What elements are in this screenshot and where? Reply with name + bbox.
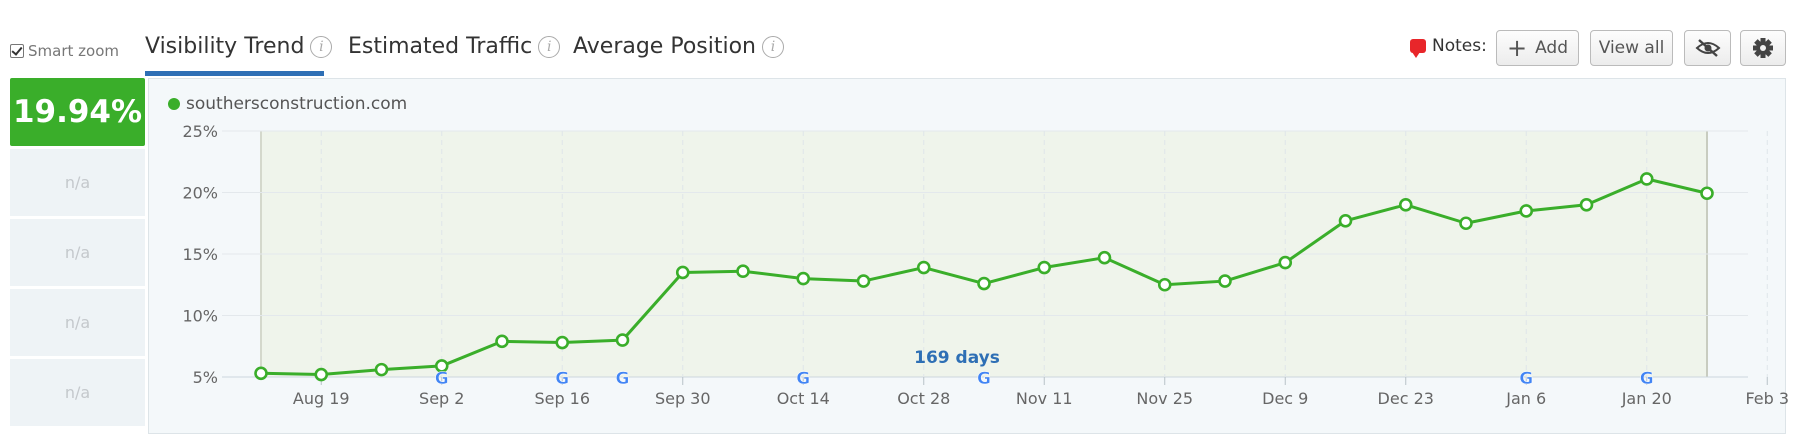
eye-slash-icon (1695, 39, 1720, 57)
tab-estimated-traffic[interactable]: Estimated Traffic i (348, 34, 561, 74)
google-update-marker: G (555, 369, 569, 389)
data-point (1398, 198, 1413, 212)
data-point (1097, 250, 1112, 265)
y-tick-label: 20% (182, 184, 218, 203)
stat-column: 19.94% n/a n/a n/a n/a (10, 78, 145, 426)
view-all-notes-button[interactable]: View all (1590, 30, 1673, 66)
data-point (856, 274, 871, 288)
notes-section: Notes: (1410, 36, 1487, 58)
plus-icon: + (1506, 34, 1528, 62)
google-update-marker: G (796, 369, 810, 389)
stat-na: n/a (10, 149, 145, 216)
tab-visibility-trend[interactable]: Visibility Trend i (145, 34, 333, 74)
info-icon[interactable]: i (538, 36, 561, 58)
x-tick-label: Jan 6 (1505, 389, 1546, 408)
data-point (1579, 198, 1594, 212)
smart-zoom-label: Smart zoom (28, 42, 119, 60)
data-point (374, 362, 389, 377)
x-tick-label: Nov 25 (1136, 389, 1193, 408)
add-note-button[interactable]: + Add (1496, 30, 1579, 66)
google-update-marker: G (616, 369, 630, 389)
x-tick-label: Dec 23 (1378, 389, 1434, 408)
data-point (736, 264, 750, 279)
google-update-marker: G (435, 369, 449, 389)
visibility-value: 19.94% (10, 78, 145, 146)
legend-dot (168, 98, 180, 110)
data-point (1278, 255, 1293, 270)
x-tick-label: Feb 3 (1745, 389, 1789, 408)
data-point (434, 359, 449, 373)
smart-zoom-checkbox[interactable] (10, 44, 24, 58)
y-tick-label: 10% (182, 307, 218, 326)
chart-legend[interactable]: southersconstruction.com (168, 94, 407, 114)
tab-visibility-trend-label: Visibility Trend (145, 34, 305, 59)
add-note-label: Add (1535, 38, 1569, 58)
tab-average-position[interactable]: Average Position i (573, 34, 784, 74)
google-update-marker: G (1519, 369, 1533, 389)
range-days-annotation: 169 days (914, 348, 1000, 368)
y-tick-label: 15% (182, 245, 218, 264)
legend-series-name: southersconstruction.com (186, 94, 408, 114)
smart-zoom-toggle[interactable]: Smart zoom (10, 42, 119, 60)
y-tick-label: 5% (193, 368, 218, 387)
data-point (1037, 260, 1052, 275)
info-icon[interactable]: i (310, 36, 333, 58)
tab-estimated-traffic-label: Estimated Traffic (348, 34, 533, 59)
data-point (314, 367, 329, 382)
data-point (254, 366, 268, 381)
data-point (1639, 172, 1654, 186)
x-tick-label: Sep 2 (419, 389, 464, 408)
google-update-marker: G (977, 369, 991, 389)
tab-average-position-label: Average Position (573, 34, 756, 59)
info-icon[interactable]: i (762, 36, 784, 58)
stat-na: n/a (10, 359, 145, 426)
data-point (615, 333, 630, 347)
data-point (796, 271, 811, 286)
data-point (1218, 274, 1232, 288)
x-tick-label: Aug 19 (293, 389, 350, 408)
data-point (1459, 216, 1473, 231)
stat-na: n/a (10, 289, 145, 356)
gear-icon (1753, 38, 1773, 58)
stat-na: n/a (10, 219, 145, 286)
google-update-marker: G (1640, 369, 1654, 389)
data-point (1519, 204, 1534, 218)
view-all-label: View all (1598, 38, 1665, 58)
x-tick-label: Dec 9 (1262, 389, 1308, 408)
active-tab-indicator (145, 71, 324, 76)
note-flag-icon (1410, 39, 1426, 58)
hide-notes-button[interactable] (1684, 30, 1731, 66)
y-tick-label: 25% (182, 122, 218, 141)
x-tick-label: Sep 30 (655, 389, 711, 408)
x-tick-label: Oct 28 (897, 389, 950, 408)
x-tick-label: Nov 11 (1016, 389, 1073, 408)
data-point (555, 335, 570, 350)
data-point (1700, 186, 1714, 201)
x-tick-label: Oct 14 (777, 389, 830, 408)
data-point (1338, 213, 1353, 228)
data-point (495, 334, 509, 349)
notes-label: Notes: (1432, 36, 1487, 56)
data-point (1157, 277, 1172, 292)
x-tick-label: Sep 16 (534, 389, 590, 408)
data-point (977, 276, 991, 291)
data-point (675, 265, 690, 280)
settings-button[interactable] (1740, 30, 1786, 66)
data-point (916, 260, 931, 275)
x-tick-label: Jan 20 (1621, 389, 1672, 408)
